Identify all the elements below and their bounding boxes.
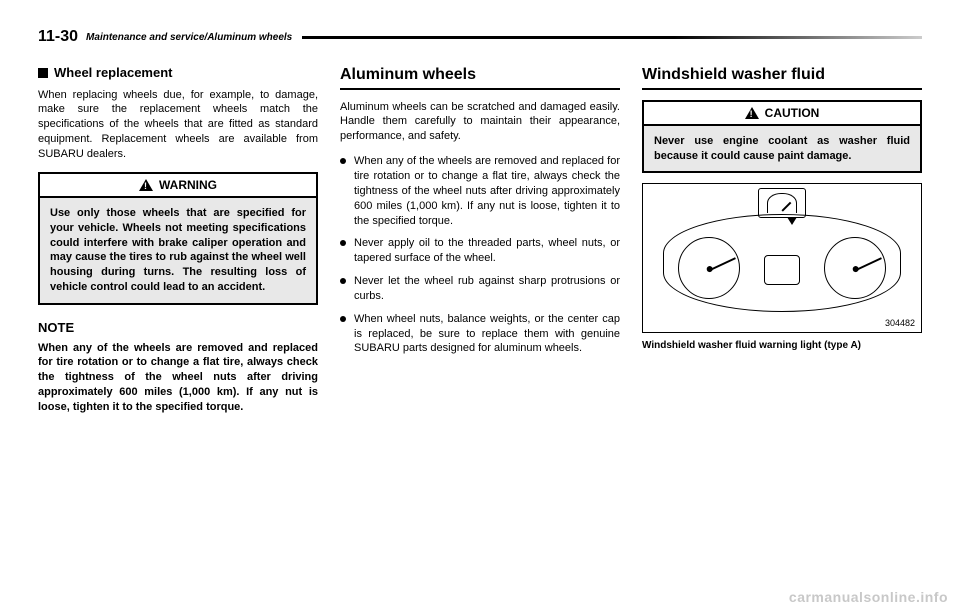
bullet-dot-icon [340,158,346,164]
page-number: 11-30 [38,28,78,46]
page: 11-30 Maintenance and service/Aluminum w… [0,0,960,611]
needle-icon [856,258,882,271]
dash-outline-icon [663,214,901,312]
wheel-replacement-heading: Wheel replacement [54,64,173,82]
warning-body: Use only those wheels that are specified… [40,198,316,303]
note-heading: NOTE [38,319,318,337]
center-screen-icon [764,255,800,285]
bullet-item-2: Never apply oil to the threaded parts, w… [340,236,620,266]
left-gauge-icon [678,237,740,299]
caution-body: Never use engine coolant as washer fluid… [644,126,920,172]
warning-label: WARNING [159,177,217,193]
illustration-caption: Windshield washer fluid warning light (t… [642,339,922,353]
subhead-row: Wheel replacement [38,64,318,82]
caution-triangle-icon [745,107,759,119]
right-gauge-icon [824,237,886,299]
caution-header: CAUTION [644,102,920,126]
bullet-text: Never let the wheel rub against sharp pr… [354,274,620,304]
warning-triangle-icon [139,179,153,191]
header-rule [302,36,922,39]
bullet-item-3: Never let the wheel rub against sharp pr… [340,274,620,304]
aluminum-wheels-heading: Aluminum wheels [340,64,620,90]
bullet-dot-icon [340,278,346,284]
bullet-dot-icon [340,316,346,322]
header-title: Maintenance and service/Aluminum wheels [86,32,292,43]
bullet-text: When wheel nuts, balance weights, or the… [354,312,620,357]
bullet-dot-icon [340,240,346,246]
wheel-replacement-para: When replacing wheels due, for example, … [38,88,318,162]
aluminum-wheels-para: Aluminum wheels can be scratched and dam… [340,100,620,145]
column-1: Wheel replacement When replacing wheels … [38,64,318,415]
dashboard-illustration: 304482 [642,183,922,333]
note-body: When any of the wheels are removed and r… [38,341,318,415]
warning-callout: WARNING Use only those wheels that are s… [38,172,318,305]
page-header: 11-30 Maintenance and service/Aluminum w… [38,28,922,46]
needle-icon [710,258,736,271]
bullet-text: When any of the wheels are removed and r… [354,154,620,228]
bullet-text: Never apply oil to the threaded parts, w… [354,236,620,266]
washer-fluid-heading: Windshield washer fluid [642,64,922,90]
warning-header: WARNING [40,174,316,198]
bullet-item-4: When wheel nuts, balance weights, or the… [340,312,620,357]
column-2: Aluminum wheels Aluminum wheels can be s… [340,64,620,415]
bullet-item-1: When any of the wheels are removed and r… [340,154,620,228]
caution-label: CAUTION [765,105,820,121]
content-columns: Wheel replacement When replacing wheels … [38,64,922,415]
square-bullet-icon [38,68,48,78]
caution-callout: CAUTION Never use engine coolant as wash… [642,100,922,174]
column-3: Windshield washer fluid CAUTION Never us… [642,64,922,415]
illustration-number: 304482 [885,317,915,329]
watermark: carmanualsonline.info [789,589,948,605]
